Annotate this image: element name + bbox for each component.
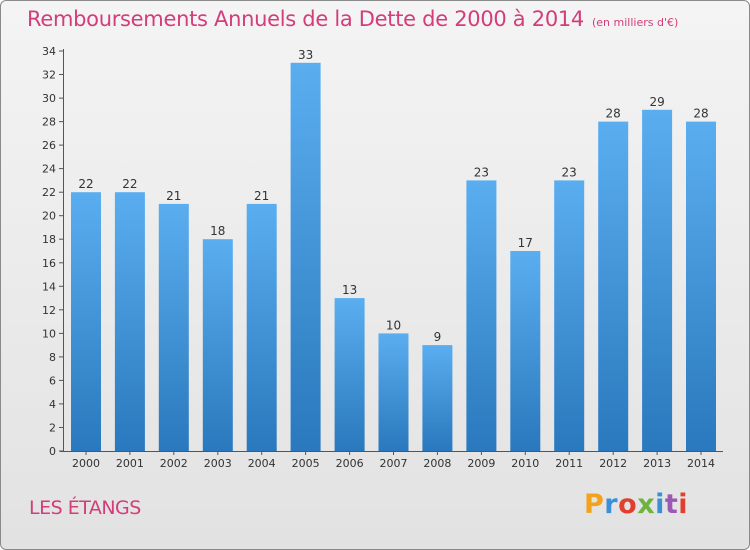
bar-2009 — [466, 180, 497, 451]
y-tick-label-24: 24 — [42, 163, 56, 176]
logo-letter: t — [664, 489, 679, 520]
y-tick-label-34: 34 — [42, 45, 56, 58]
y-tick-label-12: 12 — [42, 304, 56, 317]
value-label-2001: 22 — [122, 177, 137, 191]
bars-group: 22 22 21 18 21 33 13 10 9 23 17 23 28 29 28 — [71, 48, 716, 452]
bar-2005 — [290, 62, 321, 452]
y-tick-label-16: 16 — [42, 257, 56, 270]
logo-letter: o — [618, 489, 638, 520]
y-tick-label-32: 32 — [42, 69, 56, 82]
bar-2000 — [71, 192, 101, 451]
x-tick-label-2004: 2004 — [248, 457, 276, 470]
chart-title: Remboursements Annuels de la Dette de 20… — [27, 7, 678, 31]
logo-letter: x — [637, 489, 656, 520]
bar-2002 — [158, 203, 189, 451]
axes-group: 2000 2001 2002 2003 2004 2005 2006 2007 2008 2009… — [42, 45, 723, 470]
x-tick-label-2011: 2011 — [555, 457, 583, 470]
y-tick-label-2: 2 — [49, 422, 56, 435]
x-tick-label-2009: 2009 — [467, 457, 495, 470]
bar-2010 — [510, 251, 541, 451]
value-label-2012: 28 — [606, 107, 621, 121]
bar-2008 — [422, 345, 453, 451]
y-tick-label-6: 6 — [49, 374, 56, 387]
value-label-2009: 23 — [474, 165, 489, 179]
bar-2011 — [554, 180, 585, 451]
chart-unit: (en milliers d'€) — [592, 16, 679, 29]
x-tick-label-2008: 2008 — [423, 457, 451, 470]
proxiti-logo[interactable]: Proxiti — [584, 489, 688, 520]
bar-2013 — [642, 109, 673, 452]
x-tick-label-2000: 2000 — [72, 457, 100, 470]
bar-2004 — [246, 203, 277, 451]
x-tick-label-2005: 2005 — [292, 457, 320, 470]
x-tick-label-2007: 2007 — [380, 457, 408, 470]
y-tick-label-10: 10 — [42, 327, 56, 340]
x-tick-label-2003: 2003 — [204, 457, 232, 470]
value-label-2006: 13 — [342, 283, 357, 297]
bar-2012 — [598, 121, 629, 451]
logo-letter: P — [584, 489, 605, 520]
x-tick-label-2014: 2014 — [687, 457, 715, 470]
y-tick-label-20: 20 — [42, 210, 56, 223]
bar-2014 — [686, 121, 716, 451]
bar-2003 — [202, 239, 233, 451]
bar-2006 — [334, 298, 365, 451]
logo-letter: i — [678, 489, 689, 520]
logo-letter: r — [604, 489, 619, 520]
value-label-2014: 28 — [693, 107, 708, 121]
commune-name: LES ÉTANGS — [29, 497, 141, 519]
logo-letter: i — [655, 489, 665, 520]
y-tick-label-8: 8 — [49, 351, 56, 364]
bar-2007 — [378, 333, 409, 451]
value-label-2011: 23 — [562, 165, 577, 179]
value-label-2013: 29 — [649, 95, 664, 109]
x-tick-label-2010: 2010 — [511, 457, 539, 470]
y-tick-label-18: 18 — [42, 233, 56, 246]
x-tick-label-2001: 2001 — [116, 457, 144, 470]
x-tick-label-2013: 2013 — [643, 457, 671, 470]
x-tick-label-2012: 2012 — [599, 457, 627, 470]
y-tick-label-0: 0 — [49, 445, 56, 458]
value-label-2010: 17 — [518, 236, 533, 250]
x-tick-label-2002: 2002 — [160, 457, 188, 470]
value-label-2008: 9 — [434, 330, 442, 344]
value-label-2003: 18 — [210, 224, 225, 238]
x-tick-label-2006: 2006 — [336, 457, 364, 470]
value-label-2000: 22 — [78, 177, 93, 191]
y-tick-label-22: 22 — [42, 186, 56, 199]
y-tick-label-4: 4 — [49, 398, 56, 411]
chart-title-text: Remboursements Annuels de la Dette de 20… — [27, 7, 584, 31]
value-label-2002: 21 — [166, 189, 181, 203]
y-tick-label-30: 30 — [42, 92, 56, 105]
y-tick-label-26: 26 — [42, 139, 56, 152]
y-tick-label-28: 28 — [42, 116, 56, 129]
y-tick-label-14: 14 — [42, 280, 56, 293]
value-label-2004: 21 — [254, 189, 269, 203]
value-label-2005: 33 — [298, 48, 313, 62]
value-label-2007: 10 — [386, 318, 401, 332]
bar-2001 — [114, 192, 145, 451]
